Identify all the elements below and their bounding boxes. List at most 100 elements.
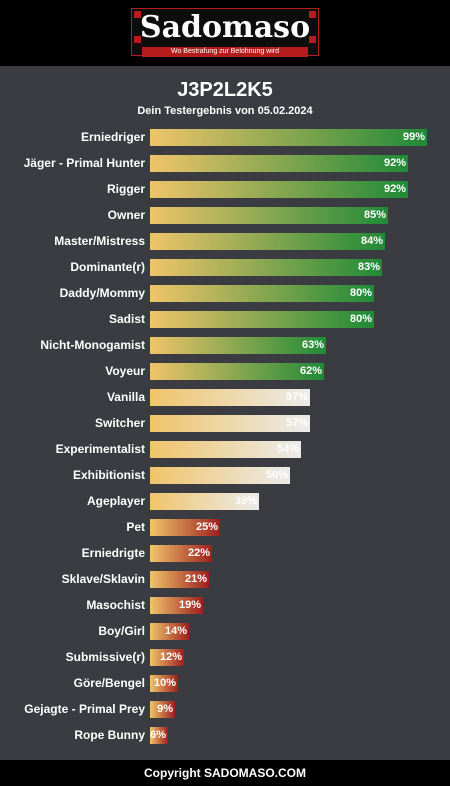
result-row-label: Experimentalist	[55, 442, 145, 456]
result-bar-percent: 62%	[299, 365, 322, 377]
footer-copyright[interactable]: Copyright SADOMASO.COM	[0, 760, 450, 786]
result-bar-percent: 6%	[150, 729, 166, 741]
result-row-label: Boy/Girl	[98, 624, 145, 638]
result-bar: 25%	[150, 519, 220, 536]
result-row: Voyeur 62%	[0, 362, 450, 388]
result-row: Exhibitionist 50%	[0, 466, 450, 492]
header-bar: Sadomaso Wo Bestrafung zur Belohnung wir…	[0, 0, 450, 66]
result-row-label: Dominante(r)	[70, 260, 145, 274]
result-bar: 85%	[150, 207, 388, 224]
result-bar-percent: 50%	[265, 469, 288, 481]
result-row-label: Masochist	[86, 598, 145, 612]
result-bar-percent: 83%	[357, 261, 380, 273]
result-row: Erniedrigte 22%	[0, 544, 450, 570]
result-row-label: Owner	[107, 208, 145, 222]
result-bar: 92%	[150, 155, 408, 172]
result-row-label: Gejagte - Primal Prey	[24, 702, 145, 716]
result-bar: 21%	[150, 571, 209, 588]
result-row: Pet 25%	[0, 518, 450, 544]
result-bar-percent: 19%	[178, 599, 201, 611]
result-bar-percent: 63%	[301, 339, 324, 351]
result-subtitle: Dein Testergebnis von 05.02.2024	[137, 105, 313, 117]
result-bar-percent: 21%	[184, 573, 207, 585]
logo-ornament	[134, 11, 141, 18]
result-row: Ageplayer 39%	[0, 492, 450, 518]
result-bar: 54%	[150, 441, 301, 458]
site-logo[interactable]: Sadomaso Wo Bestrafung zur Belohnung wir…	[131, 8, 319, 57]
result-row: Vanilla 57%	[0, 388, 450, 414]
result-row: Owner 85%	[0, 206, 450, 232]
result-bar-percent: 80%	[349, 287, 372, 299]
result-row: Experimentalist 54%	[0, 440, 450, 466]
result-bar-percent: 54%	[276, 443, 299, 455]
result-row: Nicht-Monogamist 63%	[0, 336, 450, 362]
logo-title: Sadomaso	[139, 10, 311, 45]
result-row-label: Jäger - Primal Hunter	[23, 156, 145, 170]
result-row-label: Master/Mistress	[54, 234, 145, 248]
result-title: J3P2L2K5	[177, 79, 273, 101]
result-list: Erniedriger 99% Jäger - Primal Hunter 92% Ri…	[0, 128, 450, 752]
result-bar: 63%	[150, 337, 326, 354]
result-bar: 83%	[150, 259, 382, 276]
result-bar: 92%	[150, 181, 408, 198]
result-bar: 39%	[150, 493, 259, 510]
logo-ornament	[134, 36, 141, 43]
result-row-label: Rigger	[106, 182, 145, 196]
result-bar-percent: 99%	[402, 131, 425, 143]
result-row: Jäger - Primal Hunter 92%	[0, 154, 450, 180]
result-row: Sklave/Sklavin 21%	[0, 570, 450, 596]
result-row: Submissive(r) 12%	[0, 648, 450, 674]
result-row-label: Rope Bunny	[74, 728, 145, 742]
logo-ornament	[309, 36, 316, 43]
result-row: Daddy/Mommy 80%	[0, 284, 450, 310]
result-bar: 62%	[150, 363, 324, 380]
result-bar-percent: 92%	[383, 157, 406, 169]
result-row: Dominante(r) 83%	[0, 258, 450, 284]
result-bar-percent: 92%	[383, 183, 406, 195]
result-row-label: Daddy/Mommy	[59, 286, 145, 300]
result-bar: 80%	[150, 285, 374, 302]
result-row: Rigger 92%	[0, 180, 450, 206]
result-bar: 99%	[150, 129, 427, 146]
result-bar-percent: 57%	[285, 391, 308, 403]
result-bar: 80%	[150, 311, 374, 328]
result-row-label: Sklave/Sklavin	[61, 572, 145, 586]
result-row-label: Ageplayer	[86, 494, 145, 508]
result-row-label: Vanilla	[106, 390, 145, 404]
result-bar-percent: 14%	[164, 625, 187, 637]
result-bar: 9%	[150, 701, 175, 718]
result-bar: 22%	[150, 545, 212, 562]
result-bar-percent: 10%	[153, 677, 176, 689]
result-row-label: Switcher	[94, 416, 145, 430]
result-row-label: Submissive(r)	[65, 650, 145, 664]
result-bar-percent: 9%	[157, 703, 173, 715]
result-bar-percent: 22%	[187, 547, 210, 559]
result-row-label: Göre/Bengel	[73, 676, 145, 690]
result-row-label: Erniedrigte	[81, 546, 145, 560]
result-bar-percent: 39%	[234, 495, 257, 507]
result-bar: 50%	[150, 467, 290, 484]
result-row: Masochist 19%	[0, 596, 450, 622]
result-row: Master/Mistress 84%	[0, 232, 450, 258]
result-row: Rope Bunny 6%	[0, 726, 450, 752]
result-bar: 19%	[150, 597, 203, 614]
result-row-label: Nicht-Monogamist	[40, 338, 145, 352]
logo-ornament	[309, 11, 316, 18]
result-bar: 6%	[150, 727, 168, 744]
result-row-label: Voyeur	[105, 364, 145, 378]
result-bar: 57%	[150, 415, 310, 432]
result-bar-percent: 85%	[363, 209, 386, 221]
logo-tagline: Wo Bestrafung zur Belohnung wird	[142, 47, 308, 57]
result-row: Boy/Girl 14%	[0, 622, 450, 648]
result-bar: 84%	[150, 233, 385, 250]
result-bar-percent: 25%	[195, 521, 218, 533]
result-bar-percent: 84%	[360, 235, 383, 247]
result-row-label: Erniedriger	[80, 130, 145, 144]
result-bar-percent: 80%	[349, 313, 372, 325]
result-row: Sadist 80%	[0, 310, 450, 336]
result-bar: 10%	[150, 675, 178, 692]
result-row-label: Sadist	[108, 312, 145, 326]
result-row: Switcher 57%	[0, 414, 450, 440]
result-row: Göre/Bengel 10%	[0, 674, 450, 700]
result-bar: 12%	[150, 649, 184, 666]
